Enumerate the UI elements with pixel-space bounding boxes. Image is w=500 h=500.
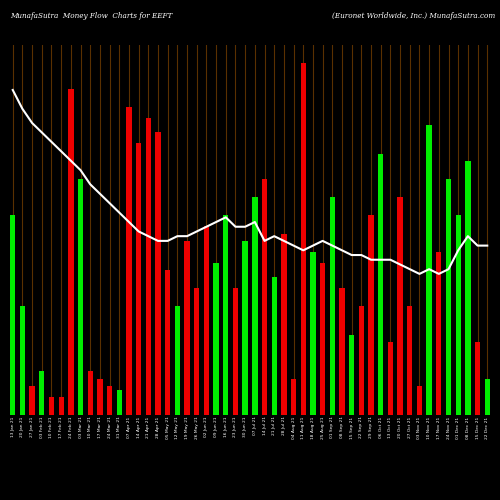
Bar (242, 241, 248, 415)
Bar (426, 125, 432, 415)
Bar (136, 143, 141, 415)
Bar (49, 397, 54, 415)
Bar (194, 288, 200, 415)
Bar (330, 198, 335, 415)
Bar (291, 378, 296, 415)
Bar (349, 335, 354, 415)
Bar (174, 306, 180, 415)
Bar (116, 390, 122, 415)
Bar (20, 306, 25, 415)
Bar (68, 88, 73, 415)
Bar (233, 288, 238, 415)
Bar (272, 277, 277, 415)
Bar (30, 386, 35, 415)
Bar (107, 386, 112, 415)
Bar (58, 397, 64, 415)
Bar (214, 262, 219, 415)
Bar (358, 306, 364, 415)
Bar (146, 118, 151, 415)
Bar (436, 252, 442, 415)
Bar (340, 288, 344, 415)
Bar (398, 198, 403, 415)
Bar (78, 179, 83, 415)
Bar (388, 342, 393, 415)
Bar (484, 378, 490, 415)
Bar (156, 132, 160, 415)
Bar (417, 386, 422, 415)
Bar (262, 179, 267, 415)
Bar (281, 234, 286, 415)
Bar (465, 161, 470, 415)
Bar (252, 198, 258, 415)
Bar (88, 372, 93, 415)
Bar (407, 306, 412, 415)
Bar (126, 106, 132, 415)
Bar (204, 226, 209, 415)
Bar (378, 154, 384, 415)
Bar (310, 252, 316, 415)
Bar (39, 372, 44, 415)
Bar (97, 378, 102, 415)
Bar (300, 63, 306, 415)
Bar (223, 216, 228, 415)
Bar (10, 216, 16, 415)
Bar (165, 270, 170, 415)
Bar (184, 241, 190, 415)
Text: (Euronet Worldwide, Inc.) MunafaSutra.com: (Euronet Worldwide, Inc.) MunafaSutra.co… (332, 12, 495, 20)
Bar (320, 262, 326, 415)
Bar (368, 216, 374, 415)
Bar (456, 216, 461, 415)
Bar (475, 342, 480, 415)
Bar (446, 179, 451, 415)
Text: MunafaSutra  Money Flow  Charts for EEFT: MunafaSutra Money Flow Charts for EEFT (10, 12, 172, 20)
